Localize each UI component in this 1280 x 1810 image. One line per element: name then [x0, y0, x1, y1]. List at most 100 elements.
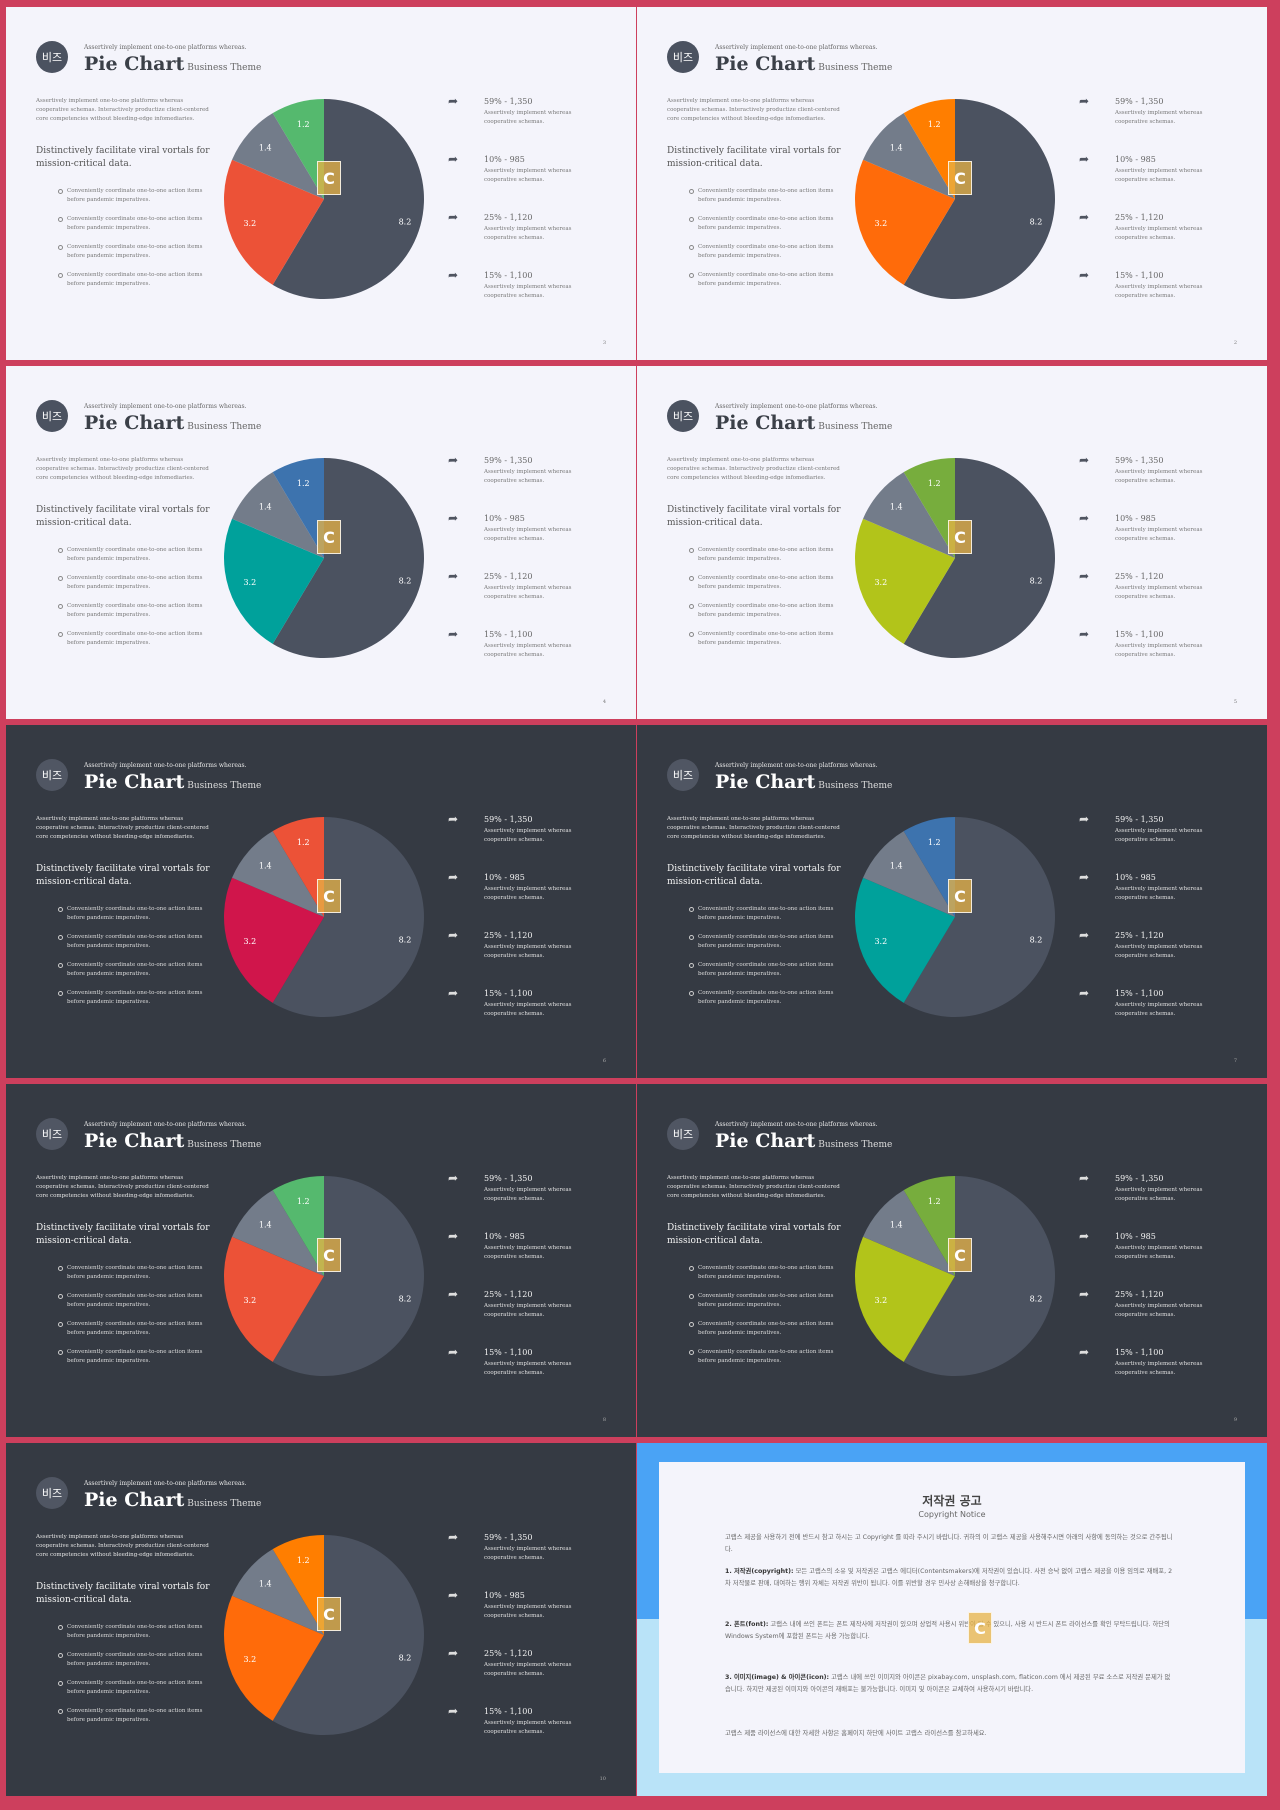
pie-slice	[903, 458, 1055, 658]
slide-8[interactable]: 비즈 Assertively implement one-to-one platf…	[637, 1084, 1267, 1437]
pie-slice	[903, 99, 1055, 299]
pie-slice-label: 1.4	[259, 1580, 272, 1589]
bullet-item: Conveniently coordinate one-to-one actio…	[58, 1707, 207, 1735]
stat-item: ➦ 25% - 1,120 Assertively implement wherea…	[448, 1647, 592, 1707]
logo-badge: 비즈	[36, 400, 68, 432]
slide-6[interactable]: 비즈 Assertively implement one-to-one platf…	[637, 725, 1267, 1078]
share-arrow-icon: ➦	[448, 1646, 459, 1660]
logo-badge: 비즈	[667, 400, 699, 432]
intro-text: Assertively implement one-to-one platfor…	[36, 1534, 209, 1558]
pie-slice	[903, 99, 955, 199]
bullet-list: Conveniently coordinate one-to-one actio…	[58, 905, 207, 1017]
watermark-badge: C	[317, 1238, 341, 1272]
stat-description: Assertively implement whereas cooperativ…	[484, 1187, 572, 1202]
slide-7[interactable]: 비즈 Assertively implement one-to-one platf…	[6, 1084, 636, 1437]
slide-subtitle: Business Theme	[187, 1140, 262, 1150]
stat-description: Assertively implement whereas cooperativ…	[1115, 1361, 1203, 1376]
stat-value: 10% - 985	[1115, 1232, 1156, 1241]
share-arrow-icon: ➦	[448, 94, 459, 108]
stat-value: 15% - 1,100	[484, 271, 533, 280]
slide-4[interactable]: 비즈 Assertively implement one-to-one platf…	[637, 366, 1267, 719]
tagline: Assertively implement one-to-one platfor…	[84, 1121, 247, 1128]
share-arrow-icon: ➦	[1079, 812, 1090, 826]
pie-slice	[272, 817, 424, 1017]
slide-9[interactable]: 비즈 Assertively implement one-to-one platf…	[6, 1443, 636, 1796]
share-arrow-icon: ➦	[448, 1704, 459, 1718]
bullet-item: Conveniently coordinate one-to-one actio…	[58, 602, 207, 630]
slide-5[interactable]: 비즈 Assertively implement one-to-one platf…	[6, 725, 636, 1078]
pie-slice	[903, 1176, 1055, 1376]
pie-slice-label: 3.2	[874, 578, 887, 587]
share-arrow-icon: ➦	[1079, 928, 1090, 942]
stat-value: 25% - 1,120	[484, 213, 533, 222]
pie-slice-label: 8.2	[1030, 935, 1043, 944]
pie-slice-label: 8.2	[1030, 1294, 1043, 1303]
logo-badge: 비즈	[36, 41, 68, 73]
stats-list: ➦ 59% - 1,350 Assertively implement wherea…	[1079, 95, 1223, 329]
bullet-item: Conveniently coordinate one-to-one actio…	[58, 961, 207, 989]
stat-value: 59% - 1,350	[1115, 97, 1164, 106]
pie-slice	[863, 113, 955, 199]
share-arrow-icon: ➦	[1079, 1345, 1090, 1359]
pie-slice	[855, 518, 955, 644]
stat-value: 10% - 985	[1115, 873, 1156, 882]
pie-slice-label: 1.2	[297, 1556, 310, 1565]
page-number: 2	[1233, 340, 1237, 346]
page-number: 7	[1233, 1058, 1237, 1064]
pie-slice-label: 3.2	[243, 937, 256, 946]
pie-slice	[232, 113, 324, 199]
share-arrow-icon: ➦	[1079, 1287, 1090, 1301]
section-heading: Distinctively facilitate viral vortals f…	[667, 146, 841, 169]
bullet-item: Conveniently coordinate one-to-one actio…	[58, 187, 207, 215]
share-arrow-icon: ➦	[448, 812, 459, 826]
slide-1[interactable]: 비즈 Assertively implement one-to-one platf…	[6, 7, 636, 360]
pie-slice	[272, 1176, 424, 1376]
bullet-item: Conveniently coordinate one-to-one actio…	[58, 546, 207, 574]
notice-label: 1. 저작권(copyright):	[725, 1568, 794, 1575]
bullet-item: Conveniently coordinate one-to-one actio…	[689, 243, 838, 271]
share-arrow-icon: ➦	[448, 870, 459, 884]
stat-item: ➦ 10% - 985 Assertively implement whereas …	[448, 1589, 592, 1649]
notice-text: 고랩스 내에 쓰인 폰트는 폰트 제작사에 저작권이 있으며 상업적 사용시 위…	[725, 1621, 1170, 1640]
bullet-item: Conveniently coordinate one-to-one actio…	[689, 933, 838, 961]
pie-slice	[232, 831, 324, 917]
watermark-badge: C	[948, 520, 972, 554]
share-arrow-icon: ➦	[448, 1287, 459, 1301]
stat-description: Assertively implement whereas cooperativ…	[484, 1604, 572, 1619]
stat-value: 10% - 985	[484, 514, 525, 523]
title-line: Pie Chart Business Theme	[84, 771, 261, 793]
bullet-item: Conveniently coordinate one-to-one actio…	[58, 933, 207, 961]
slide-3[interactable]: 비즈 Assertively implement one-to-one platf…	[6, 366, 636, 719]
pie-slice	[903, 458, 955, 558]
pie-slice	[272, 1535, 324, 1635]
pie-chart: 8.2 3.2 1.4 1.2	[224, 458, 424, 658]
bullet-item: Conveniently coordinate one-to-one actio…	[689, 1292, 838, 1320]
stat-item: ➦ 15% - 1,100 Assertively implement wherea…	[1079, 987, 1223, 1047]
intro-text: Assertively implement one-to-one platfor…	[667, 457, 840, 481]
stat-item: ➦ 10% - 985 Assertively implement whereas …	[448, 153, 592, 213]
pie-slice-label: 1.4	[890, 1221, 903, 1230]
bullet-item: Conveniently coordinate one-to-one actio…	[689, 1264, 838, 1292]
pie-slice	[224, 1595, 324, 1721]
pie-chart: 8.2 3.2 1.4 1.2	[224, 1176, 424, 1376]
copyright-notice-slide[interactable]: 저작권 공고 Copyright Notice 고랩스 제공을 사용하기 전에 반드…	[637, 1443, 1267, 1796]
stat-description: Assertively implement whereas cooperativ…	[1115, 585, 1203, 600]
section-heading: Distinctively facilitate viral vortals f…	[667, 505, 841, 528]
logo-badge: 비즈	[667, 1118, 699, 1150]
bullet-list: Conveniently coordinate one-to-one actio…	[689, 905, 838, 1017]
slide-2[interactable]: 비즈 Assertively implement one-to-one platf…	[637, 7, 1267, 360]
stat-item: ➦ 10% - 985 Assertively implement whereas …	[448, 1230, 592, 1290]
slide-subtitle: Business Theme	[187, 63, 262, 73]
stat-item: ➦ 15% - 1,100 Assertively implement wherea…	[448, 1705, 592, 1765]
title-line: Pie Chart Business Theme	[715, 1130, 892, 1152]
notice-text: 고랩스 내에 쓰인 이미지와 아이콘은 pixabay.com, unsplas…	[725, 1674, 1171, 1693]
pie-slice	[272, 99, 324, 199]
pie-slice	[224, 1236, 324, 1362]
section-heading: Distinctively facilitate viral vortals f…	[667, 1223, 841, 1246]
bullet-item: Conveniently coordinate one-to-one actio…	[689, 187, 838, 215]
pie-slice	[272, 1176, 324, 1276]
share-arrow-icon: ➦	[448, 210, 459, 224]
bullet-list: Conveniently coordinate one-to-one actio…	[58, 1264, 207, 1376]
bullet-item: Conveniently coordinate one-to-one actio…	[58, 1348, 207, 1376]
share-arrow-icon: ➦	[1079, 870, 1090, 884]
